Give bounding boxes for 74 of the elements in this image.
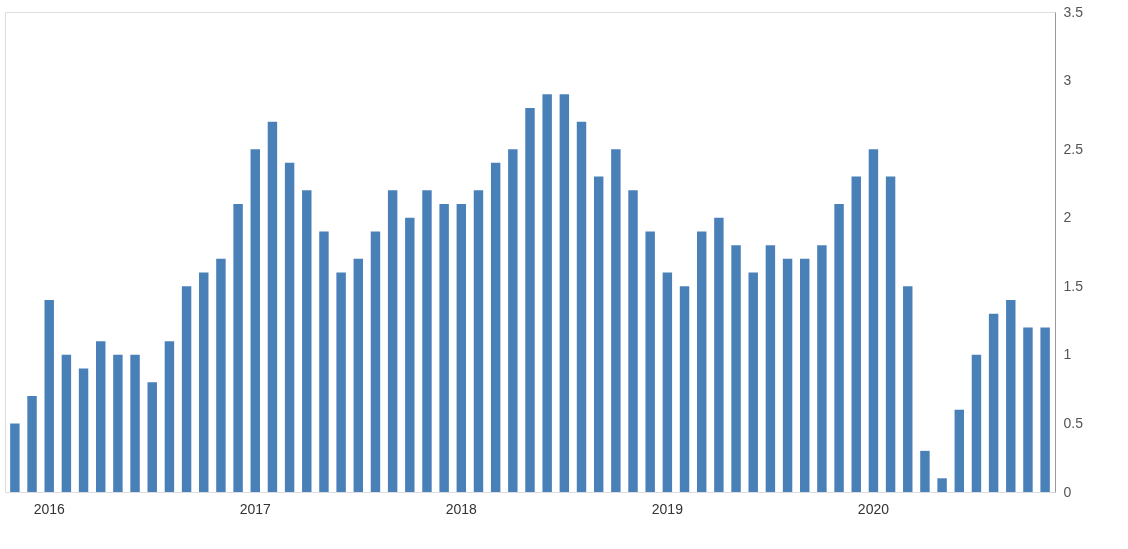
x-tick-label: 2016	[33, 500, 65, 517]
bar	[1006, 300, 1016, 492]
bar	[1023, 327, 1033, 492]
bar	[800, 258, 810, 492]
bar	[611, 149, 621, 492]
bar	[473, 190, 484, 492]
bar	[233, 204, 243, 492]
bar	[593, 176, 604, 492]
bar	[885, 176, 896, 492]
x-tick-label: 2018	[445, 500, 478, 517]
bar	[284, 162, 295, 492]
bar	[679, 286, 690, 492]
bar	[971, 354, 982, 492]
bar	[1040, 327, 1050, 492]
bar	[988, 313, 999, 492]
bar	[731, 245, 741, 492]
bar	[765, 245, 776, 492]
y-tick-label: 0.5	[1063, 414, 1084, 431]
bar	[181, 286, 192, 492]
bar	[748, 272, 758, 492]
bar	[456, 204, 467, 492]
bar	[405, 217, 415, 492]
bar	[508, 149, 518, 492]
bar	[937, 478, 947, 492]
bar	[44, 300, 54, 492]
bar	[439, 204, 449, 492]
bar	[27, 396, 37, 492]
bar	[130, 354, 140, 492]
bar	[628, 190, 638, 492]
bar	[199, 272, 209, 492]
bar	[817, 245, 827, 492]
bar	[113, 354, 123, 492]
bar	[782, 258, 793, 492]
bar	[387, 190, 398, 492]
bar	[834, 204, 844, 492]
bar	[216, 258, 226, 492]
bar	[61, 354, 72, 492]
bar	[920, 450, 930, 492]
bar	[954, 409, 964, 492]
y-tick-label: 2	[1063, 209, 1072, 226]
bar	[250, 149, 260, 492]
y-tick-label: 0	[1063, 483, 1072, 500]
bar	[353, 258, 364, 492]
bar	[645, 231, 655, 492]
x-tick-label: 2019	[651, 500, 684, 517]
bar	[147, 382, 157, 492]
bar	[542, 94, 552, 492]
bar	[96, 341, 106, 492]
y-tick-label: 3.5	[1063, 3, 1084, 20]
bar	[336, 272, 346, 492]
bar	[851, 176, 861, 492]
bar	[10, 423, 20, 492]
y-tick-label: 1.5	[1063, 277, 1084, 294]
bar	[319, 231, 329, 492]
bar	[559, 94, 570, 492]
bar	[696, 231, 707, 492]
y-tick-label: 1	[1063, 346, 1072, 363]
bar	[903, 286, 913, 492]
bar	[714, 217, 724, 492]
x-tick-label: 2017	[239, 500, 272, 517]
bar	[370, 231, 381, 492]
bar	[868, 149, 879, 492]
bar	[662, 272, 673, 492]
x-tick-label: 2020	[857, 500, 890, 517]
y-tick-label: 3	[1063, 72, 1072, 89]
bar	[525, 108, 535, 492]
bar	[78, 368, 89, 492]
bar	[576, 121, 587, 492]
bar	[164, 341, 175, 492]
bar	[302, 190, 312, 492]
y-tick-label: 2.5	[1063, 140, 1084, 157]
bar	[267, 121, 278, 492]
bar	[490, 162, 501, 492]
bar	[422, 190, 432, 492]
